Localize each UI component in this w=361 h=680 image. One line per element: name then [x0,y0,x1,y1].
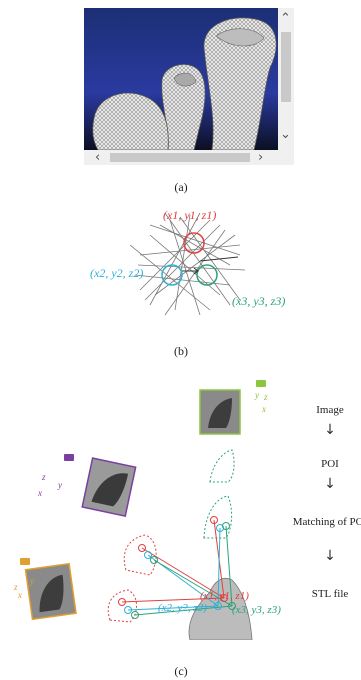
point1-circle [183,232,205,254]
chevron-up-icon[interactable]: ⌃ [280,11,291,26]
svg-text:x: x [261,404,266,414]
down-arrow-icon: ↓ [324,422,336,438]
flow-step-image: Image [316,404,344,416]
model-point-label-2: (x2, y2, z2) [158,602,207,614]
svg-text:y: y [57,480,62,490]
flow-step-matching: Matching of POI [292,516,361,528]
svg-text:z: z [263,392,268,402]
vertical-scroll-thumb[interactable] [281,32,291,102]
svg-text:x: x [37,488,42,498]
caption-b: (b) [174,344,188,358]
scroll-corner [278,150,294,165]
flow-step-stl: STL file [311,588,349,600]
caption-c: (c) [174,664,188,678]
poi-network-diagram [129,212,246,316]
poi-label-2: (x2, y2, z2) [90,266,144,280]
mesh-viewer[interactable] [84,8,294,165]
chevron-right-icon[interactable]: › [258,150,264,165]
down-arrow-icon: ↓ [324,548,336,564]
svg-text:y: y [29,576,34,586]
svg-text:y: y [254,390,259,400]
svg-text:z: z [13,582,18,592]
chevron-down-icon[interactable]: ⌄ [280,127,291,142]
point2-circle [161,264,183,286]
poi-label-1: (x1, y1, z1) [163,208,217,222]
caption-a: (a) [174,180,188,194]
svg-text:z: z [41,472,46,482]
camera-bottom-icon [20,558,30,565]
down-arrow-icon: ↓ [324,476,336,492]
camera-left-icon [64,454,74,461]
model-point-label-3: (x3, y3, z3) [232,604,281,616]
chevron-left-icon[interactable]: ‹ [95,150,101,165]
horizontal-scroll-thumb[interactable] [110,153,250,162]
point3-circle [196,264,218,286]
flow-step-poi: POI [321,458,339,470]
reconstruction-diagram: y zx zyx zyx [13,380,268,640]
model-point-label-1: (x1, y1, z1) [200,590,249,602]
camera-top-icon [256,380,266,387]
poi-label-3: (x3, y3, z3) [232,294,286,308]
svg-text:x: x [17,590,22,600]
mesh-render [84,8,278,150]
